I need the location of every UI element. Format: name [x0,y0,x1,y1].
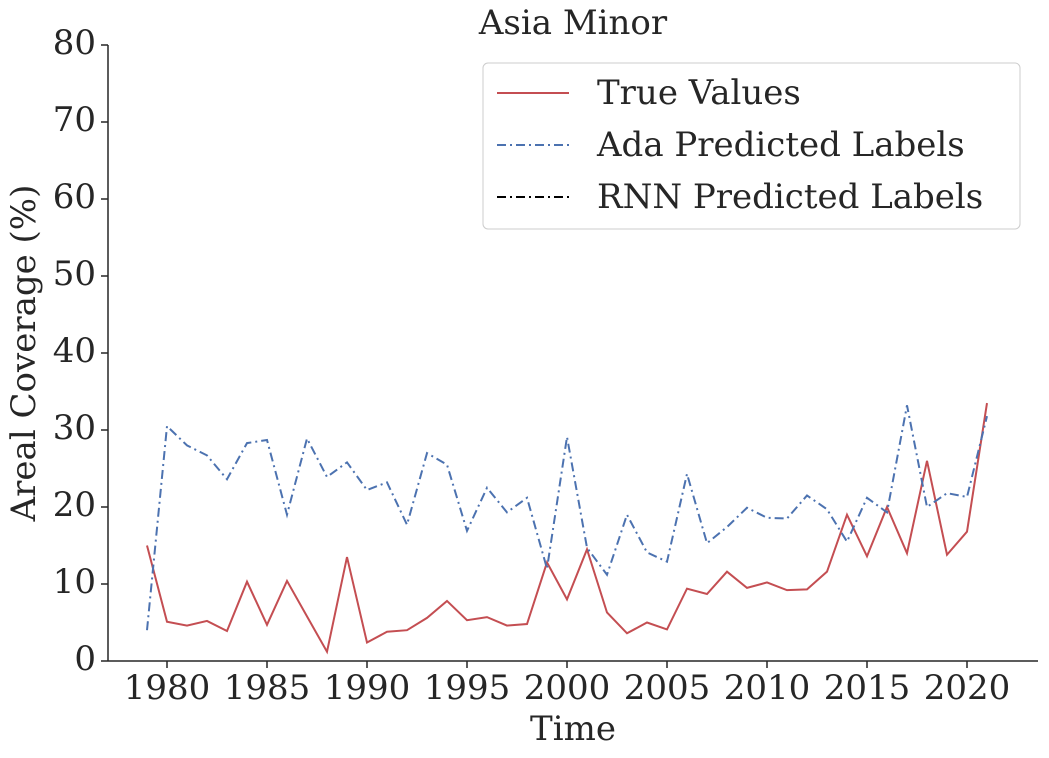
x-tick-label: 1995 [424,668,511,708]
x-tick-label: 2000 [524,668,611,708]
y-axis-label: Areal Coverage (%) [4,185,44,523]
y-tick-label: 30 [53,408,96,448]
legend-label: RNN Predicted Labels [597,177,983,217]
chart-title: Asia Minor [478,3,668,43]
y-tick-label: 0 [74,639,96,679]
y-tick-label: 20 [53,485,96,525]
x-axis-label: Time [530,709,616,749]
legend-label: Ada Predicted Labels [596,125,965,165]
y-tick-label: 60 [53,177,96,217]
x-tick-label: 2020 [924,668,1011,708]
y-tick-label: 70 [53,100,96,140]
legend-label: True Values [597,73,801,113]
series-line [146,405,988,631]
y-tick-label: 40 [53,331,96,371]
x-tick-label: 1980 [124,668,211,708]
x-tick-label: 2005 [624,668,711,708]
x-tick-label: 1985 [224,668,311,708]
series-line [146,402,988,655]
y-tick-label: 80 [53,23,96,63]
x-tick-label: 2010 [724,668,811,708]
y-tick-label: 50 [53,254,96,294]
x-tick-label: 2015 [824,668,911,708]
x-tick-label: 1990 [324,668,411,708]
y-tick-label: 10 [53,562,96,602]
legend-box [482,62,1021,230]
